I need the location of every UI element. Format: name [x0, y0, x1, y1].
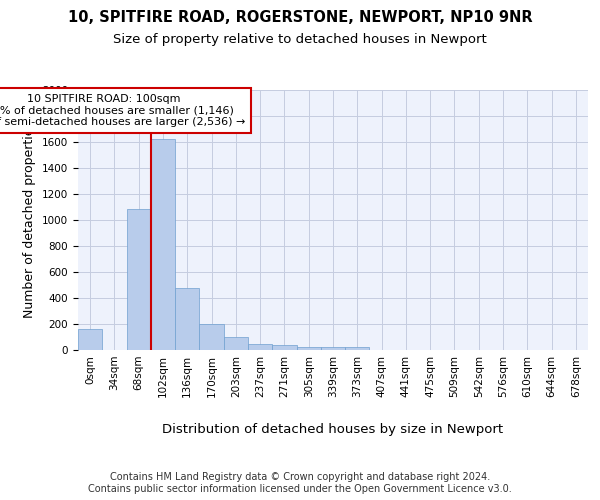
Bar	[127, 209, 151, 350]
Bar	[224, 337, 248, 350]
Bar	[272, 345, 296, 350]
Text: Size of property relative to detached houses in Newport: Size of property relative to detached ho…	[113, 32, 487, 46]
Text: 10, SPITFIRE ROAD, ROGERSTONE, NEWPORT, NP10 9NR: 10, SPITFIRE ROAD, ROGERSTONE, NEWPORT, …	[68, 10, 532, 25]
Bar	[345, 348, 370, 350]
Text: Contains HM Land Registry data © Crown copyright and database right 2024.
Contai: Contains HM Land Registry data © Crown c…	[88, 472, 512, 494]
Bar	[248, 344, 272, 350]
Bar	[175, 288, 199, 350]
Bar	[296, 347, 321, 350]
Text: Distribution of detached houses by size in Newport: Distribution of detached houses by size …	[163, 422, 503, 436]
Bar	[199, 324, 224, 350]
Bar	[78, 328, 102, 350]
Y-axis label: Number of detached properties: Number of detached properties	[23, 122, 37, 318]
Bar	[151, 138, 175, 350]
Text: 10 SPITFIRE ROAD: 100sqm
← 31% of detached houses are smaller (1,146)
68% of sem: 10 SPITFIRE ROAD: 100sqm ← 31% of detach…	[0, 94, 245, 127]
Bar	[321, 348, 345, 350]
